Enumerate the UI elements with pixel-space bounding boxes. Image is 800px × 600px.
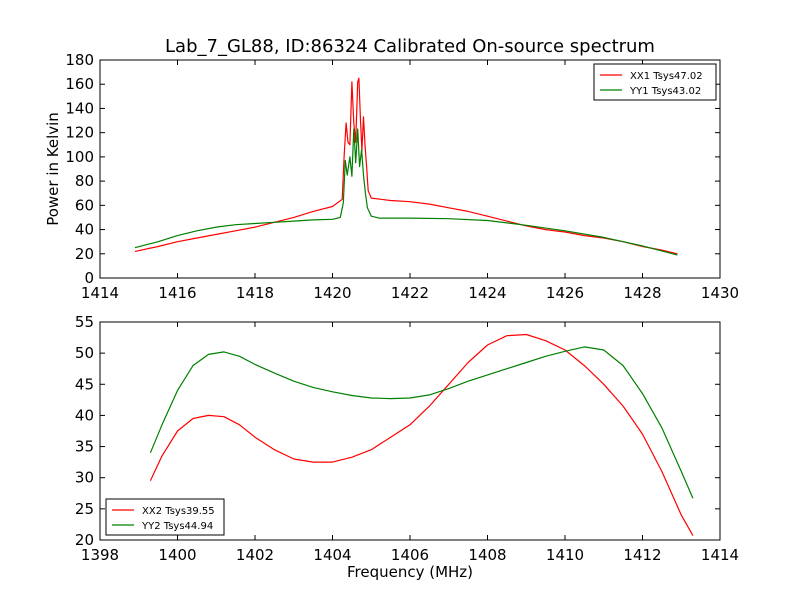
bottom-series-2-line	[149, 346, 694, 499]
top-x-tick-label: 1414	[81, 284, 119, 302]
bottom-y-tick-label: 45	[75, 375, 94, 393]
top-x-tick-label: 1422	[391, 284, 429, 302]
bottom-series-group	[149, 333, 694, 536]
top-chart-title: Lab_7_GL88, ID:86324 Calibrated On-sourc…	[165, 36, 655, 57]
bottom-legend: XX2 Tsys39.55 YY2 Tsys44.94	[105, 498, 225, 536]
bottom-y-tick-label: 40	[75, 406, 94, 424]
bottom-legend-label: YY2 Tsys44.94	[141, 521, 213, 532]
bottom-x-tick-label: 1402	[236, 546, 274, 564]
bottom-y-tick-label: 25	[75, 500, 94, 518]
bottom-x-tick-label: 1412	[623, 546, 661, 564]
top-legend: XX1 Tsys47.02 YY1 Tsys43.02	[593, 63, 717, 101]
bottom-legend-label: XX2 Tsys39.55	[142, 506, 215, 517]
top-x-tick-label: 1430	[701, 284, 739, 302]
bottom-chart-xlabel: Frequency (MHz)	[347, 563, 473, 581]
bottom-x-tick-label: 1406	[391, 546, 429, 564]
top-x-tick-label: 1426	[546, 284, 584, 302]
bottom-y-tick-label: 35	[75, 438, 94, 456]
top-y-tick-label: 160	[65, 75, 94, 93]
top-y-tick-label: 20	[75, 245, 94, 263]
bottom-x-tick-label: 1410	[546, 546, 584, 564]
top-y-tick-label: 40	[75, 221, 94, 239]
top-x-tick-label: 1428	[623, 284, 661, 302]
bottom-x-tick-label: 1414	[701, 546, 739, 564]
top-chart-ylabel: Power in Kelvin	[44, 112, 62, 226]
top-y-tick-label: 60	[75, 196, 94, 214]
bottom-x-tick-label: 1398	[81, 546, 119, 564]
bottom-y-tick-label: 30	[75, 469, 94, 487]
top-series-group	[134, 77, 678, 256]
top-x-tick-label: 1424	[468, 284, 506, 302]
top-x-tick-label: 1418	[236, 284, 274, 302]
top-y-tick-label: 100	[65, 148, 94, 166]
top-y-tick-label: 140	[65, 99, 94, 117]
top-y-tick-label: 80	[75, 172, 94, 190]
top-legend-label: YY1 Tsys43.02	[629, 86, 701, 97]
bottom-y-tick-label: 20	[75, 531, 94, 549]
top-chart: 1414 1416 1418 1420 1422 1424 1426 1428 1430 0 20 4…	[65, 51, 739, 302]
bottom-y-tick-label: 55	[75, 313, 94, 331]
top-y-tick-label: 180	[65, 51, 94, 69]
top-legend-label: XX1 Tsys47.02	[630, 71, 703, 82]
bottom-series-1-line	[149, 333, 694, 536]
bottom-x-tick-label: 1400	[158, 546, 196, 564]
top-y-tick-label: 0	[84, 269, 94, 287]
bottom-x-tick-label: 1408	[468, 546, 506, 564]
top-x-tick-label: 1416	[158, 284, 196, 302]
bottom-chart: 1398 1400 1402 1404 1406 1408 1410 1412 1414 20 25…	[75, 313, 739, 564]
top-x-tick-label: 1420	[313, 284, 351, 302]
bottom-legend-box	[105, 498, 225, 536]
bottom-y-tick-label: 50	[75, 344, 94, 362]
bottom-x-tick-label: 1404	[313, 546, 351, 564]
top-series-1-line	[134, 77, 678, 255]
top-series-2-line	[134, 128, 678, 256]
top-y-tick-label: 120	[65, 124, 94, 142]
top-legend-box	[593, 63, 717, 101]
